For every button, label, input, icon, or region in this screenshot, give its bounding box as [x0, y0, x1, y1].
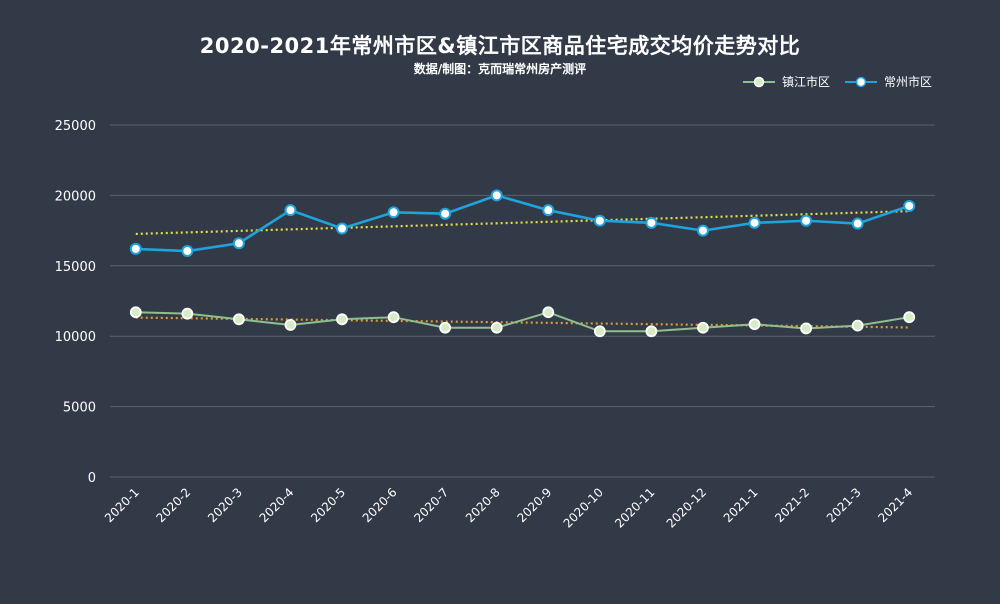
- data-point: [593, 214, 606, 227]
- data-point: [439, 321, 452, 334]
- data-point: [903, 311, 916, 324]
- x-tick-label: 2020-8: [463, 485, 503, 525]
- data-point: [593, 325, 606, 338]
- data-point: [129, 242, 142, 255]
- x-tick-label: 2020-9: [514, 485, 554, 525]
- trend-line: [135, 210, 910, 236]
- data-point: [387, 311, 400, 324]
- x-tick-label: 2020-5: [308, 485, 348, 525]
- chart-subtitle: 数据/制图：克而瑞常州房产测评: [413, 62, 587, 76]
- x-tick-label: 2020-10: [561, 485, 606, 530]
- data-point: [542, 204, 555, 217]
- data-point: [800, 322, 812, 335]
- series-changzhou: [129, 189, 916, 258]
- trend-line: [135, 316, 910, 329]
- data-point: [645, 216, 658, 229]
- x-tick-label: 2021-1: [721, 485, 761, 525]
- data-point: [748, 318, 761, 331]
- data-point: [851, 319, 864, 332]
- y-tick-label: 0: [88, 471, 96, 486]
- series-zhenjiang: [129, 306, 916, 338]
- x-tick-label: 2021-4: [875, 485, 915, 525]
- data-point: [336, 313, 348, 326]
- data-point: [336, 222, 349, 235]
- series-line: [135, 194, 910, 253]
- chart-legend: 镇江市区 常州市区: [742, 73, 932, 90]
- x-tick-label: 2020-3: [205, 485, 245, 525]
- data-point: [129, 306, 142, 319]
- x-tick-label: 2020-11: [612, 485, 657, 530]
- legend-item-zhenjiang: 镇江市区: [742, 73, 830, 90]
- data-point: [696, 224, 709, 237]
- data-point: [181, 245, 194, 258]
- legend-label-zhenjiang: 镇江市区: [781, 75, 830, 89]
- x-tick-label: 2020-7: [411, 485, 451, 525]
- data-point: [542, 306, 555, 319]
- x-tick-label: 2020-6: [360, 485, 400, 525]
- y-tick-label: 10000: [55, 330, 96, 345]
- data-point: [903, 199, 916, 212]
- data-point: [490, 189, 503, 202]
- data-point: [697, 321, 709, 334]
- x-tick-label: 2020-1: [102, 485, 142, 525]
- y-tick-label: 15000: [55, 260, 96, 275]
- legend-swatch-changzhou: [844, 76, 877, 87]
- y-tick-label: 20000: [55, 189, 96, 204]
- data-point: [490, 321, 503, 334]
- x-tick-label: 2021-2: [772, 485, 812, 525]
- legend-swatch-zhenjiang: [742, 76, 775, 87]
- x-tick-label: 2021-3: [824, 485, 864, 525]
- legend-label-changzhou: 常州市区: [883, 75, 932, 89]
- y-tick-label: 5000: [63, 401, 96, 416]
- x-tick-label: 2020-12: [664, 485, 709, 530]
- data-point: [851, 217, 864, 230]
- data-point: [284, 204, 297, 217]
- y-tick-label: 25000: [55, 119, 96, 134]
- data-point: [800, 214, 813, 227]
- data-point: [284, 319, 297, 331]
- data-point: [645, 325, 658, 338]
- x-tick-label: 2020-4: [257, 485, 297, 525]
- legend-item-changzhou: 常州市区: [844, 73, 932, 90]
- chart-title: 2020-2021年常州市区&镇江市区商品住宅成交均价走势对比: [199, 34, 801, 58]
- data-point: [748, 216, 761, 229]
- series-line: [135, 311, 910, 333]
- data-point: [233, 313, 245, 326]
- data-point: [181, 307, 194, 320]
- data-point: [439, 207, 452, 220]
- x-tick-label: 2020-2: [154, 485, 194, 525]
- data-point: [387, 206, 400, 219]
- data-point: [232, 237, 245, 250]
